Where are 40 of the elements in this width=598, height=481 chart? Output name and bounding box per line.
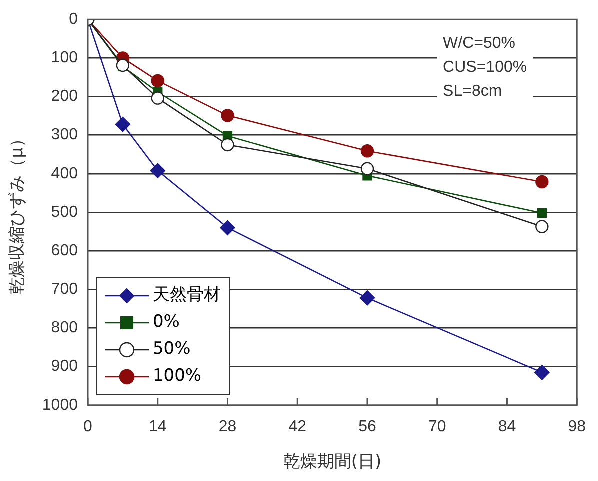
y-tick-label: 700 [51,281,78,298]
point [221,109,234,122]
y-tick-label: 200 [51,88,78,106]
x-tick-label: 0 [84,418,93,436]
y-tick-label: 0 [69,11,78,28]
y-tick-label: 500 [51,204,78,221]
point [534,365,550,380]
point [537,208,548,218]
y-axis-title: 乾燥収縮ひずみ（μ） [8,130,28,294]
x-axis-title: 乾燥期間(日) [283,452,382,472]
y-tick-label: 400 [51,165,78,182]
x-tick-label: 84 [498,418,516,436]
legend-label: 天然骨材 [152,284,221,308]
x-tick-label: 70 [428,418,446,436]
point [151,92,164,105]
legend-label: 0% [152,311,180,334]
point [150,163,166,178]
x-tick-label: 28 [218,418,237,436]
y-tick-label: 300 [51,126,78,144]
point [536,175,549,189]
y-tick-label: 900 [51,358,78,376]
x-tick-label: 14 [148,418,167,436]
point [221,138,234,152]
point [116,58,130,72]
legend-label: 100% [152,365,202,388]
point [360,290,376,306]
point [115,116,131,132]
y-tick-label: 1000 [42,396,78,414]
point [151,74,164,88]
y-tick-label: 800 [51,320,78,337]
point [360,144,374,158]
y-tick-label: 100 [51,50,78,67]
point [360,162,374,176]
y-tick-label: 600 [51,242,78,260]
x-tick-label: 42 [288,418,307,436]
annotation: W/C=50% CUS=100% SL=8cm [443,35,528,100]
x-tick-label: 56 [358,418,376,436]
point [220,220,236,236]
legend-label: 50% [152,338,191,362]
x-tick-label: 98 [568,418,586,436]
